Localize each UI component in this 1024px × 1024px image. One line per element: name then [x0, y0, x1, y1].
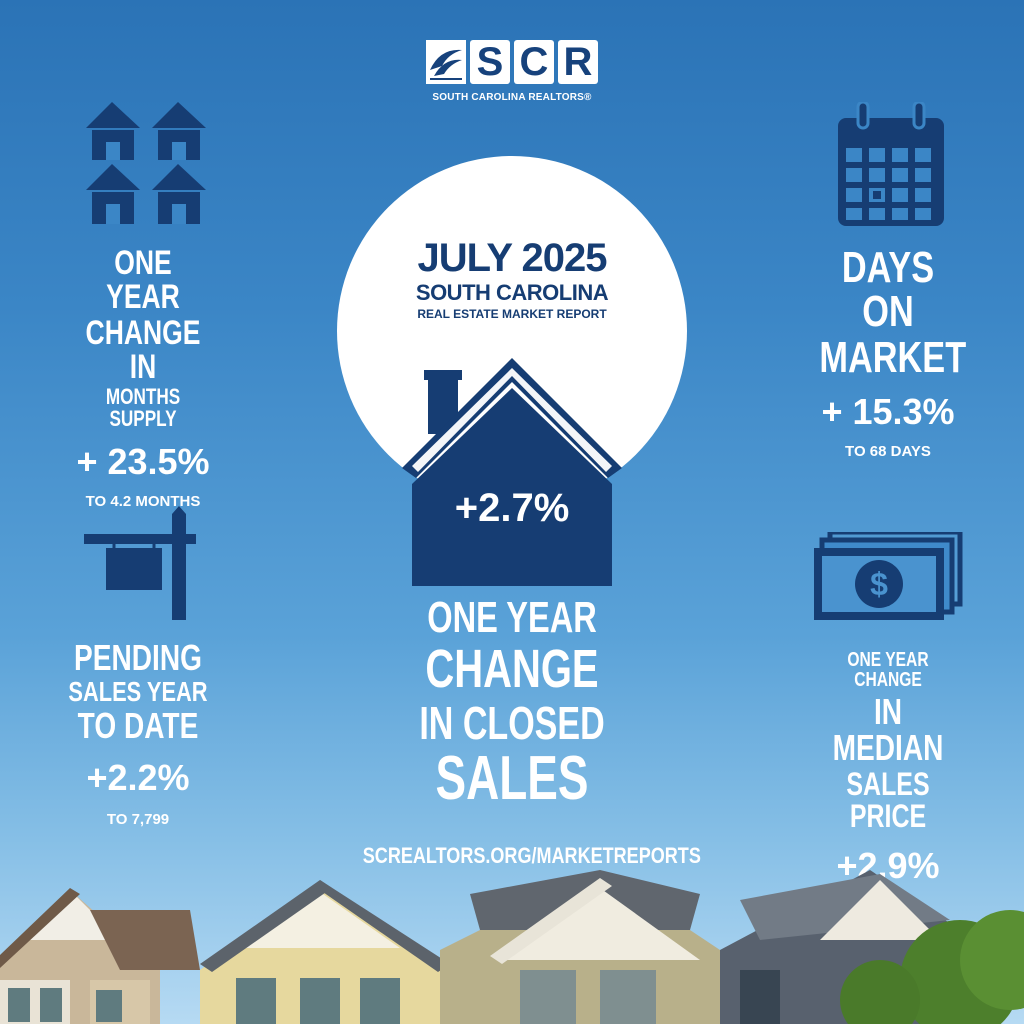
- houses-icon: [86, 102, 206, 224]
- months-supply-detail: TO 4.2 MONTHS: [85, 493, 201, 510]
- closed-sales-label: ONE YEAR CHANGE IN CLOSED SALES: [380, 596, 644, 810]
- money-icon: $: [814, 532, 963, 620]
- median-price-heading-1: ONE YEAR CHANGE: [847, 649, 929, 691]
- closed-sales-line-4: SALES: [435, 744, 589, 813]
- pending-sales-heading-2: SALES YEAR: [68, 676, 208, 707]
- closed-sales-line-1: ONE YEAR: [427, 593, 597, 642]
- days-on-market-block: DAYS ON MARKET + 15.3% TO 68 DAYS: [800, 243, 976, 460]
- days-on-market-heading-2: MARKET: [819, 333, 967, 382]
- days-on-market-heading-1: DAYS ON: [841, 243, 935, 336]
- pending-sales-heading-3: TO DATE: [77, 705, 199, 746]
- closed-sales-line-2: CHANGE: [425, 639, 599, 699]
- palmetto-logo-icon: [426, 40, 466, 84]
- report-month: JULY 2025: [417, 236, 608, 280]
- months-supply-heading-3: MONTHS SUPPLY: [105, 384, 181, 431]
- closed-sales-change: +2.7%: [454, 486, 570, 530]
- house-icon: [402, 358, 622, 586]
- sign-post-icon: [84, 506, 196, 620]
- months-supply-heading-2: CHANGE IN: [85, 314, 201, 386]
- calendar-icon: [838, 102, 944, 226]
- logo-subtitle: SOUTH CAROLINA REALTORS®: [432, 92, 592, 103]
- days-on-market-detail: TO 68 DAYS: [845, 443, 931, 460]
- median-price-heading-2: IN MEDIAN: [832, 691, 944, 768]
- months-supply-block: ONE YEAR CHANGE IN MONTHS SUPPLY + 23.5%…: [60, 246, 226, 509]
- median-price-heading-3: SALES PRICE: [846, 766, 930, 834]
- scr-logo: S C R SOUTH CAROLINA REALTORS®: [420, 40, 604, 112]
- report-state: SOUTH CAROLINA: [415, 280, 609, 305]
- pending-sales-heading-1: PENDING: [74, 637, 202, 678]
- days-on-market-change: + 15.3%: [821, 391, 955, 432]
- svg-text:$: $: [870, 566, 888, 602]
- logo-letter-r: R: [558, 40, 598, 84]
- logo-letter-s: S: [470, 40, 510, 84]
- market-reports-url: SCREALTORS.ORG/MARKETREPORTS: [362, 843, 701, 868]
- closed-sales-line-3: IN CLOSED: [419, 697, 605, 749]
- report-title: JULY 2025 SOUTH CAROLINA REAL ESTATE MAR…: [340, 238, 684, 320]
- logo-letter-c: C: [514, 40, 554, 84]
- months-supply-heading-1: ONE YEAR: [106, 244, 180, 316]
- pending-sales-detail: TO 7,799: [106, 811, 170, 828]
- report-type: REAL ESTATE MARKET REPORT: [417, 307, 607, 321]
- months-supply-change: + 23.5%: [76, 441, 210, 482]
- pending-sales-block: PENDING SALES YEAR TO DATE +2.2% TO 7,79…: [48, 637, 228, 828]
- median-price-change: +2.9%: [836, 845, 940, 886]
- pending-sales-change: +2.2%: [86, 757, 190, 798]
- rooftops-photo: [0, 870, 1024, 1024]
